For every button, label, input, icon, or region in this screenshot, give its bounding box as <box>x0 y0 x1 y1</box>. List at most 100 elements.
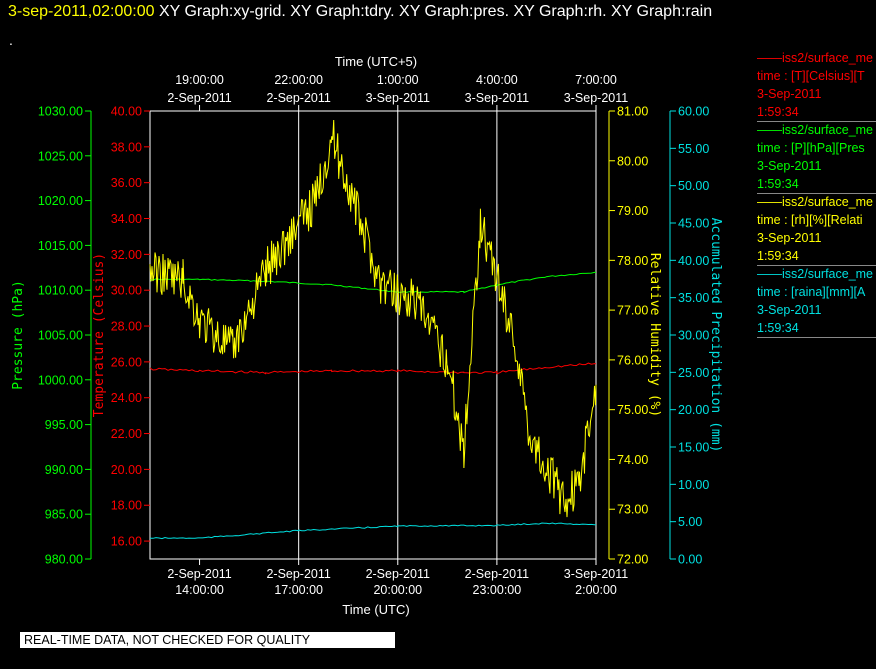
pressure-tick-label: 1000.00 <box>38 373 83 387</box>
dot-mark: . <box>9 32 13 48</box>
pressure-tick-label: 985.00 <box>45 508 83 522</box>
precip-series-line <box>149 522 597 540</box>
humidity-tick-label: 75.00 <box>617 403 648 417</box>
x-bottom-time: 20:00:00 <box>373 583 422 597</box>
pressure-axis-label: Pressure (hPa) <box>11 280 26 390</box>
x-bottom-date: 2-Sep-2011 <box>465 567 529 581</box>
temperature-tick-label: 38.00 <box>111 140 142 154</box>
x-top-date: 3-Sep-2011 <box>564 91 628 105</box>
humidity-axis-label: Relative Humidity (%) <box>647 253 662 417</box>
pressure-tick-label: 990.00 <box>45 463 83 477</box>
x-bottom-date: 3-Sep-2011 <box>564 567 628 581</box>
legend-line: 1:59:34 <box>757 321 799 335</box>
temperature-axis-label: Temperature (Celsius) <box>92 253 107 417</box>
legend-divider <box>757 193 876 194</box>
x-bottom-date: 2-Sep-2011 <box>167 567 231 581</box>
humidity-tick-label: 78.00 <box>617 254 648 268</box>
quality-notice: REAL-TIME DATA, NOT CHECKED FOR QUALITY <box>20 632 395 648</box>
pressure-tick-label: 1025.00 <box>38 149 83 163</box>
precip-tick-label: 0.00 <box>678 553 702 567</box>
legend-divider <box>757 265 876 266</box>
precip-tick-label: 40.00 <box>678 254 709 268</box>
legend-line: 1:59:34 <box>757 105 799 119</box>
time-axes-layer: 2-Sep-2011 14:00:00 2-Sep-2011 17:00:00 2-Se… <box>167 54 628 617</box>
precip-axis-label: Accumulated Precipitation (mm) <box>708 218 723 453</box>
temperature-tick-label: 40.00 <box>111 105 142 119</box>
humidity-tick-label: 81.00 <box>617 105 648 119</box>
legend-divider <box>757 121 876 122</box>
temperature-tick-label: 22.00 <box>111 427 142 441</box>
pressure-tick-label: 995.00 <box>45 418 83 432</box>
temperature-tick-label: 18.00 <box>111 499 142 513</box>
x-top-date: 3-Sep-2011 <box>366 91 430 105</box>
legend-line: 1:59:34 <box>757 177 799 191</box>
temperature-tick-label: 26.00 <box>111 355 142 369</box>
humidity-series-line <box>149 119 597 518</box>
legend-line: 3-Sep-2011 <box>757 231 822 245</box>
legend-line: time : [T][Celsius][T <box>757 69 865 83</box>
humidity-tick-label: 77.00 <box>617 304 648 318</box>
pressure-tick-label: 1005.00 <box>38 329 83 343</box>
legend-line: ——iss2/surface_me <box>757 267 874 281</box>
precip-tick-label: 5.00 <box>678 515 702 529</box>
legend-line: ——iss2/surface_me <box>757 195 874 209</box>
legend-line: 3-Sep-2011 <box>757 87 822 101</box>
temperature-tick-label: 24.00 <box>111 391 142 405</box>
x-bottom-date: 2-Sep-2011 <box>266 567 330 581</box>
timestamp-label: 3-sep-2011,02:00:00 <box>8 3 155 20</box>
x-top-time: 4:00:00 <box>476 73 518 87</box>
x-top-time: 1:00:00 <box>377 73 419 87</box>
precip-tick-label: 10.00 <box>678 478 709 492</box>
precip-tick-label: 20.00 <box>678 403 709 417</box>
legend-entry: ——iss2/surface_me time : [rh][%][Relati 3-… <box>757 193 876 266</box>
legend-line: 3-Sep-2011 <box>757 159 822 173</box>
axes-layer: 980.00 985.00 990.00 995.00 1000.00 1005.00 10… <box>11 105 723 567</box>
precip-tick-label: 15.00 <box>678 441 709 455</box>
precip-tick-label: 25.00 <box>678 366 709 380</box>
legend-line: time : [P][hPa][Pres <box>757 141 865 155</box>
legend-line: 3-Sep-2011 <box>757 303 822 317</box>
x-bottom-date: 2-Sep-2011 <box>366 567 430 581</box>
humidity-tick-label: 72.00 <box>617 553 648 567</box>
graph-title-bar: 3-sep-2011,02:00:00 XY Graph:xy-grid. XY… <box>8 3 712 21</box>
temperature-tick-label: 32.00 <box>111 248 142 262</box>
graph-list-label: XY Graph:xy-grid. XY Graph:tdry. XY Grap… <box>158 3 713 20</box>
x-bottom-time: 17:00:00 <box>274 583 323 597</box>
temperature-tick-label: 30.00 <box>111 284 142 298</box>
temperature-tick-label: 20.00 <box>111 463 142 477</box>
humidity-tick-label: 76.00 <box>617 353 648 367</box>
legend-divider <box>757 337 876 338</box>
precip-tick-label: 30.00 <box>678 329 709 343</box>
x-top-date: 3-Sep-2011 <box>465 91 529 105</box>
humidity-tick-label: 73.00 <box>617 503 648 517</box>
pressure-tick-label: 1030.00 <box>38 105 83 119</box>
x-top-time: 19:00:00 <box>175 73 224 87</box>
x-axis-label: Time (UTC) <box>342 602 409 617</box>
humidity-tick-label: 80.00 <box>617 154 648 168</box>
precip-tick-label: 50.00 <box>678 179 709 193</box>
legend-entry: ——iss2/surface_me time : [T][Celsius][T 3-… <box>757 49 876 122</box>
precip-tick-label: 45.00 <box>678 217 709 231</box>
x-top-time: 7:00:00 <box>575 73 617 87</box>
pressure-series-line <box>149 271 597 294</box>
x2-axis-label: Time (UTC+5) <box>335 54 417 69</box>
precip-tick-label: 60.00 <box>678 105 709 119</box>
x-top-time: 22:00:00 <box>274 73 323 87</box>
legend-line: ——iss2/surface_me <box>757 123 874 137</box>
temperature-tick-label: 16.00 <box>111 535 142 549</box>
temperature-series-line <box>149 362 597 375</box>
pressure-tick-label: 1010.00 <box>38 284 83 298</box>
x-bottom-time: 2:00:00 <box>575 583 617 597</box>
x-top-date: 2-Sep-2011 <box>167 91 231 105</box>
humidity-tick-label: 74.00 <box>617 453 648 467</box>
plot-frame <box>149 110 597 560</box>
pressure-tick-label: 1015.00 <box>38 239 83 253</box>
pressure-tick-label: 980.00 <box>45 553 83 567</box>
legend-line: time : [raina][mm][A <box>757 285 866 299</box>
series-layer <box>149 119 597 540</box>
legend-line: 1:59:34 <box>757 249 799 263</box>
temperature-tick-label: 28.00 <box>111 320 142 334</box>
temperature-tick-label: 34.00 <box>111 212 142 226</box>
